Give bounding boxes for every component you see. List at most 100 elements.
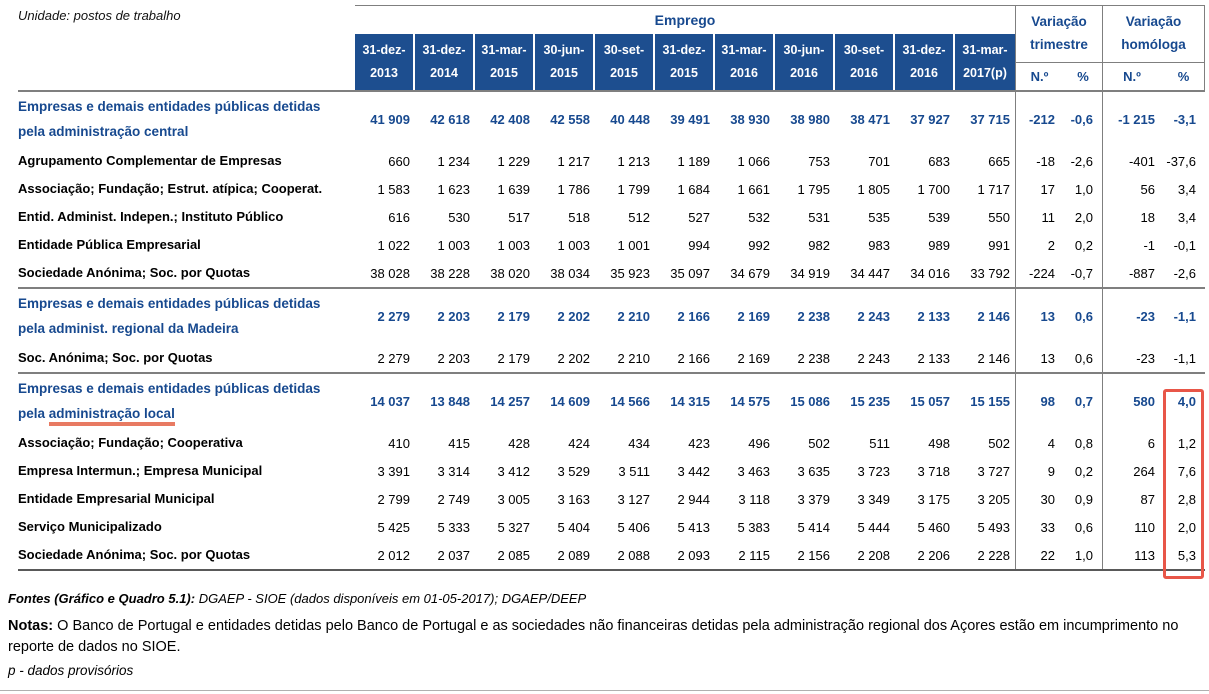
row-label: Agrupamento Complementar de Empresas [18,152,282,168]
value-cell: 38 930 [730,112,770,127]
value-cell: 35 097 [670,265,710,281]
date-line2: 2016 [910,66,938,80]
row-label: Associação; Fundação; Cooperativa [18,434,243,450]
value-cell: 1 684 [677,181,710,197]
date-column-header: 30-jun- 2016 [775,34,835,90]
value-cell: 502 [808,435,830,451]
date-line1: 31-dez- [422,42,466,57]
date-line2: 2016 [850,66,878,80]
value-cell: 3 442 [677,463,710,479]
table-row: Empresa Intermun.; Empresa Municipal 3 39… [18,457,1205,485]
variation-trimestre-n: 98 [1015,374,1062,429]
table-bottom-rule [18,569,1205,571]
variation-homologa-n: 56 [1102,175,1160,203]
value-cell: 531 [808,209,830,225]
value-cell: 1 700 [917,181,950,197]
variation-trimestre-n: -224 [1015,259,1062,287]
value-cell: 2 089 [557,547,590,563]
date-line2: 2015 [670,66,698,80]
value-cell: 2 206 [917,547,950,563]
value-cell: 428 [508,435,530,451]
value-cell: 665 [988,153,1010,169]
variation-homologa-n: 580 [1102,374,1160,429]
variation-trimestre-pct: -0,6 [1070,112,1093,127]
value-cell: 1 003 [497,237,530,253]
header-spacer [18,5,355,90]
value-cell: 1 639 [497,181,530,197]
group-label: Empresas e demais entidades públicas det… [18,289,355,341]
value-cell: 550 [988,209,1010,225]
value-cell: 2 238 [797,309,830,324]
value-cell: 2 243 [857,350,890,366]
variacao-homologa-title: Variação homóloga [1103,6,1204,63]
value-cell: 34 919 [790,265,830,281]
value-cell: 2 169 [737,309,770,324]
variation-trimestre-pct: 0,8 [1074,435,1093,451]
value-cell: 41 909 [370,112,410,127]
table-row: Entidade Pública Empresarial 1 022 1 003 1 … [18,231,1205,259]
value-cell: 1 795 [797,181,830,197]
value-cell: 15 235 [850,394,890,409]
value-cell: 34 447 [850,265,890,281]
row-label: Entidade Pública Empresarial [18,236,201,252]
value-cell: 424 [568,435,590,451]
variation-homologa-pct: 3,4 [1177,181,1196,197]
value-cell: 3 005 [497,491,530,507]
variation-trimestre-pct: -0,7 [1070,265,1093,281]
variacao-homologa-subheader: N.º % [1103,63,1204,90]
value-cell: 2 166 [677,309,710,324]
variacao-homologa-line2: homóloga [1121,37,1186,52]
table-row: Associação; Fundação; Estrut. atípica; C… [18,175,1205,203]
variation-homologa-pct: 4,0 [1177,394,1196,409]
group-label-line1: Empresas e demais entidades públicas det… [18,99,321,114]
group-label-line1: Empresas e demais entidades públicas det… [18,381,321,396]
value-cell: 2 203 [437,309,470,324]
variation-homologa-pct: 1,2 [1177,435,1196,451]
value-cell: 1 189 [677,153,710,169]
value-cell: 5 406 [617,519,650,535]
value-cell: 1 022 [377,237,410,253]
value-cell: 42 558 [550,112,590,127]
variation-homologa-n: -1 [1102,231,1160,259]
value-cell: 1 001 [617,237,650,253]
emprego-title: Emprego [654,12,716,28]
value-cell: 42 408 [490,112,530,127]
value-cell: 423 [688,435,710,451]
table-row: Serviço Municipalizado 5 425 5 333 5 327 5 4… [18,513,1205,541]
value-cell: 2 202 [557,350,590,366]
value-cell: 535 [868,209,890,225]
value-cell: 3 529 [557,463,590,479]
value-cell: 14 257 [490,394,530,409]
table-row: Entidade Empresarial Municipal 2 799 2 749… [18,485,1205,513]
value-cell: 1 661 [737,181,770,197]
notes-text: O Banco de Portugal e entidades detidas … [8,618,1179,656]
table-row: Agrupamento Complementar de Empresas 660 1… [18,147,1205,175]
value-cell: 33 792 [970,265,1010,281]
date-line1: 31-mar- [481,42,527,57]
row-label: Entidade Empresarial Municipal [18,490,215,506]
value-cell: 3 349 [857,491,890,507]
value-cell: 496 [748,435,770,451]
variacao-trimestre-header: Variação trimestre N.º % [1015,5,1102,90]
variation-homologa-pct: -1,1 [1173,350,1196,366]
variacao-trimestre-subheader: N.º % [1016,63,1102,90]
date-column-header: 31-mar- 2016 [715,34,775,90]
date-line2: 2015 [610,66,638,80]
value-cell: 5 460 [917,519,950,535]
value-cell: 1 805 [857,181,890,197]
value-cell: 3 412 [497,463,530,479]
variation-homologa-pct: -2,6 [1173,265,1196,281]
value-cell: 2 210 [617,350,650,366]
row-label: Sociedade Anónima; Soc. por Quotas [18,264,251,280]
table-row: Sociedade Anónima; Soc. por Quotas 2 012 2… [18,541,1205,569]
date-header-row: 31-dez- 2013 31-dez- 2014 31-mar- 2015 30-jun-… [355,34,1015,90]
variation-homologa-pct: 2,8 [1177,491,1196,507]
date-column-header: 31-mar- 2015 [475,34,535,90]
variation-homologa-pct: -1,1 [1173,309,1196,324]
value-cell: 1 213 [617,153,650,169]
variation-trimestre-n: -212 [1015,92,1062,147]
value-cell: 1 583 [377,181,410,197]
date-line2: 2015 [550,66,578,80]
group-row: Empresas e demais entidades públicas det… [18,289,1205,344]
value-cell: 502 [988,435,1010,451]
